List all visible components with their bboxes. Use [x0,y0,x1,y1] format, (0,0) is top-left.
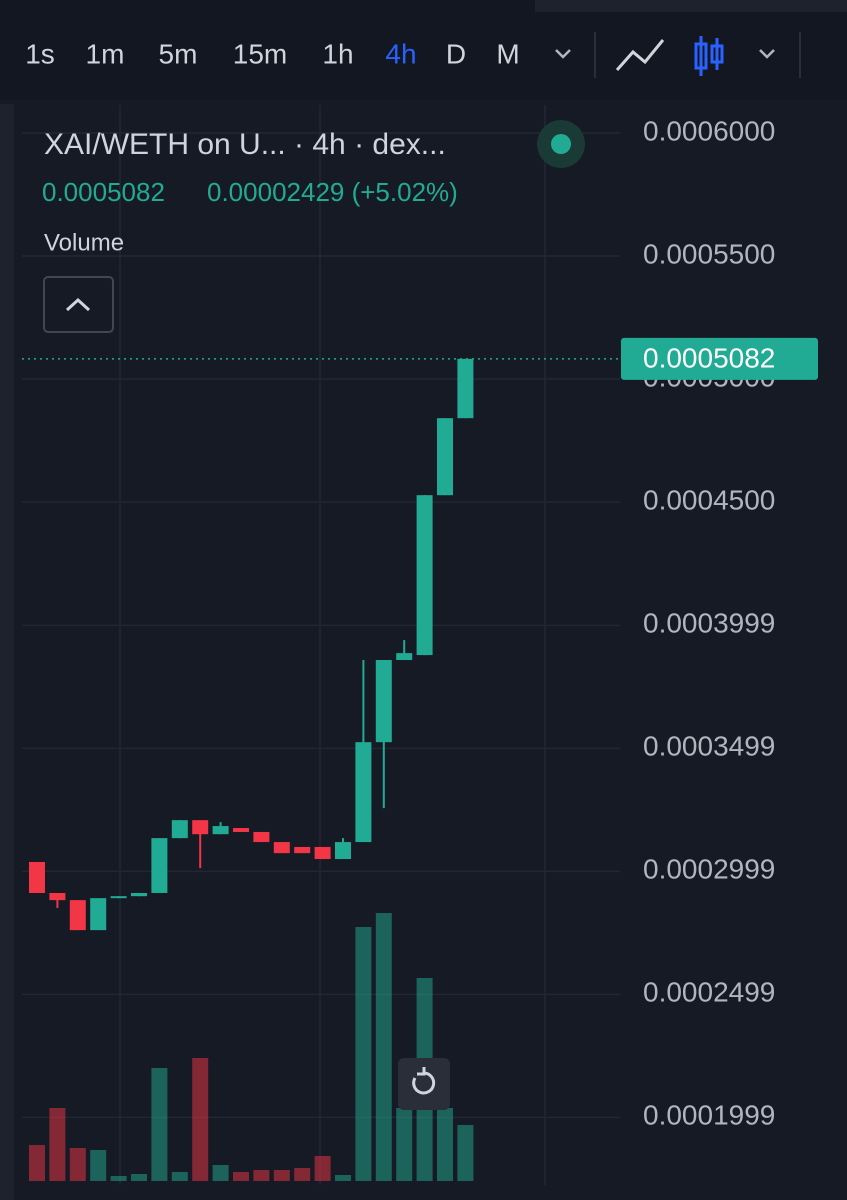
status-dot [551,134,571,154]
candle-body [355,742,372,843]
candle-body [29,861,45,893]
volume-bar [233,1172,249,1181]
volume-bar [49,1108,66,1181]
candle-style-icon[interactable] [694,36,724,76]
volume-bar [110,1176,127,1181]
candle-body [212,826,229,835]
candle-body [457,358,474,419]
volume-bar [375,913,392,1181]
candle-body [49,892,66,901]
plot-area [22,104,622,1200]
y-tick-label: 0.0002499 [643,977,775,1008]
candle-body [335,842,351,860]
volume-bar [131,1174,147,1181]
last-close: 0.0005082 [42,177,165,207]
volume-bar [437,1108,453,1181]
volume-bar [171,1172,188,1181]
volume-bar [253,1170,270,1181]
candle-body [69,900,86,931]
volume-bar [457,1125,474,1181]
change: 0.00002429 (+5.02%) [207,177,458,207]
last-price-box [621,337,818,380]
grid [22,105,620,1185]
volume-bar [90,1150,107,1181]
y-tick-label: 0.0006000 [643,115,775,146]
reset-icon [412,1067,436,1095]
last-price-label: 0.0005082 [643,342,775,373]
y-tick-label: 0.0003999 [643,608,775,639]
volume-bar [212,1165,229,1181]
interval-button[interactable]: 5m [159,38,198,69]
toolbar-strip [535,0,847,12]
line-style-icon[interactable] [615,39,665,71]
volume-bar [69,1148,86,1181]
chart-type-menu[interactable] [759,49,775,59]
volume-bar [151,1068,168,1181]
collapse-button[interactable] [43,276,114,333]
y-tick-label: 0.0005500 [643,238,775,269]
volume-bar [273,1170,290,1181]
candle-body [294,846,311,854]
interval-button[interactable]: 4h [385,38,416,69]
candle-body [314,846,331,860]
candle-body [131,892,147,897]
candle-body [273,842,290,854]
chart-title: XAI/WETH on U... · 4h · dex... [44,128,446,161]
candle-body [416,495,433,656]
candle-body [151,838,168,893]
toolbar [0,0,847,100]
y-tick-label: 0.0002999 [643,854,775,885]
volume-bar [355,927,372,1181]
volume-bar [396,1108,413,1181]
volume-bar [314,1156,331,1181]
candle-body [233,828,249,832]
volume-bar [29,1145,45,1181]
candle-body [375,660,392,743]
interval-button[interactable]: 1s [25,38,55,69]
interval-button[interactable]: M [496,38,519,69]
y-tick-label: 0.0004500 [643,484,775,515]
candle-body [171,820,188,839]
candle-body [192,820,209,835]
side-panel [0,104,14,1200]
marks [22,358,620,1181]
candle-body [253,831,270,843]
candle-body [90,898,107,931]
more-intervals[interactable] [555,49,571,59]
interval-button[interactable]: D [446,38,466,69]
y-tick-label: 0.0001999 [643,1100,775,1131]
volume-bar [192,1058,209,1181]
interval-button[interactable]: 1m [86,38,125,69]
interval-button[interactable]: 15m [233,38,287,69]
reset-button[interactable] [398,1058,450,1110]
price-axis: 0.00060000.00055000.00050000.00045000.00… [621,115,818,1131]
candle-body [437,418,453,496]
interval-button[interactable]: 1h [322,38,353,69]
candle-body [110,896,127,899]
volume-bar [294,1168,311,1181]
candle-body [396,653,413,661]
volume-bar [335,1175,351,1181]
y-tick-label: 0.0003499 [643,731,775,762]
volume-label: Volume [44,229,124,256]
collapse-icon [65,297,91,312]
